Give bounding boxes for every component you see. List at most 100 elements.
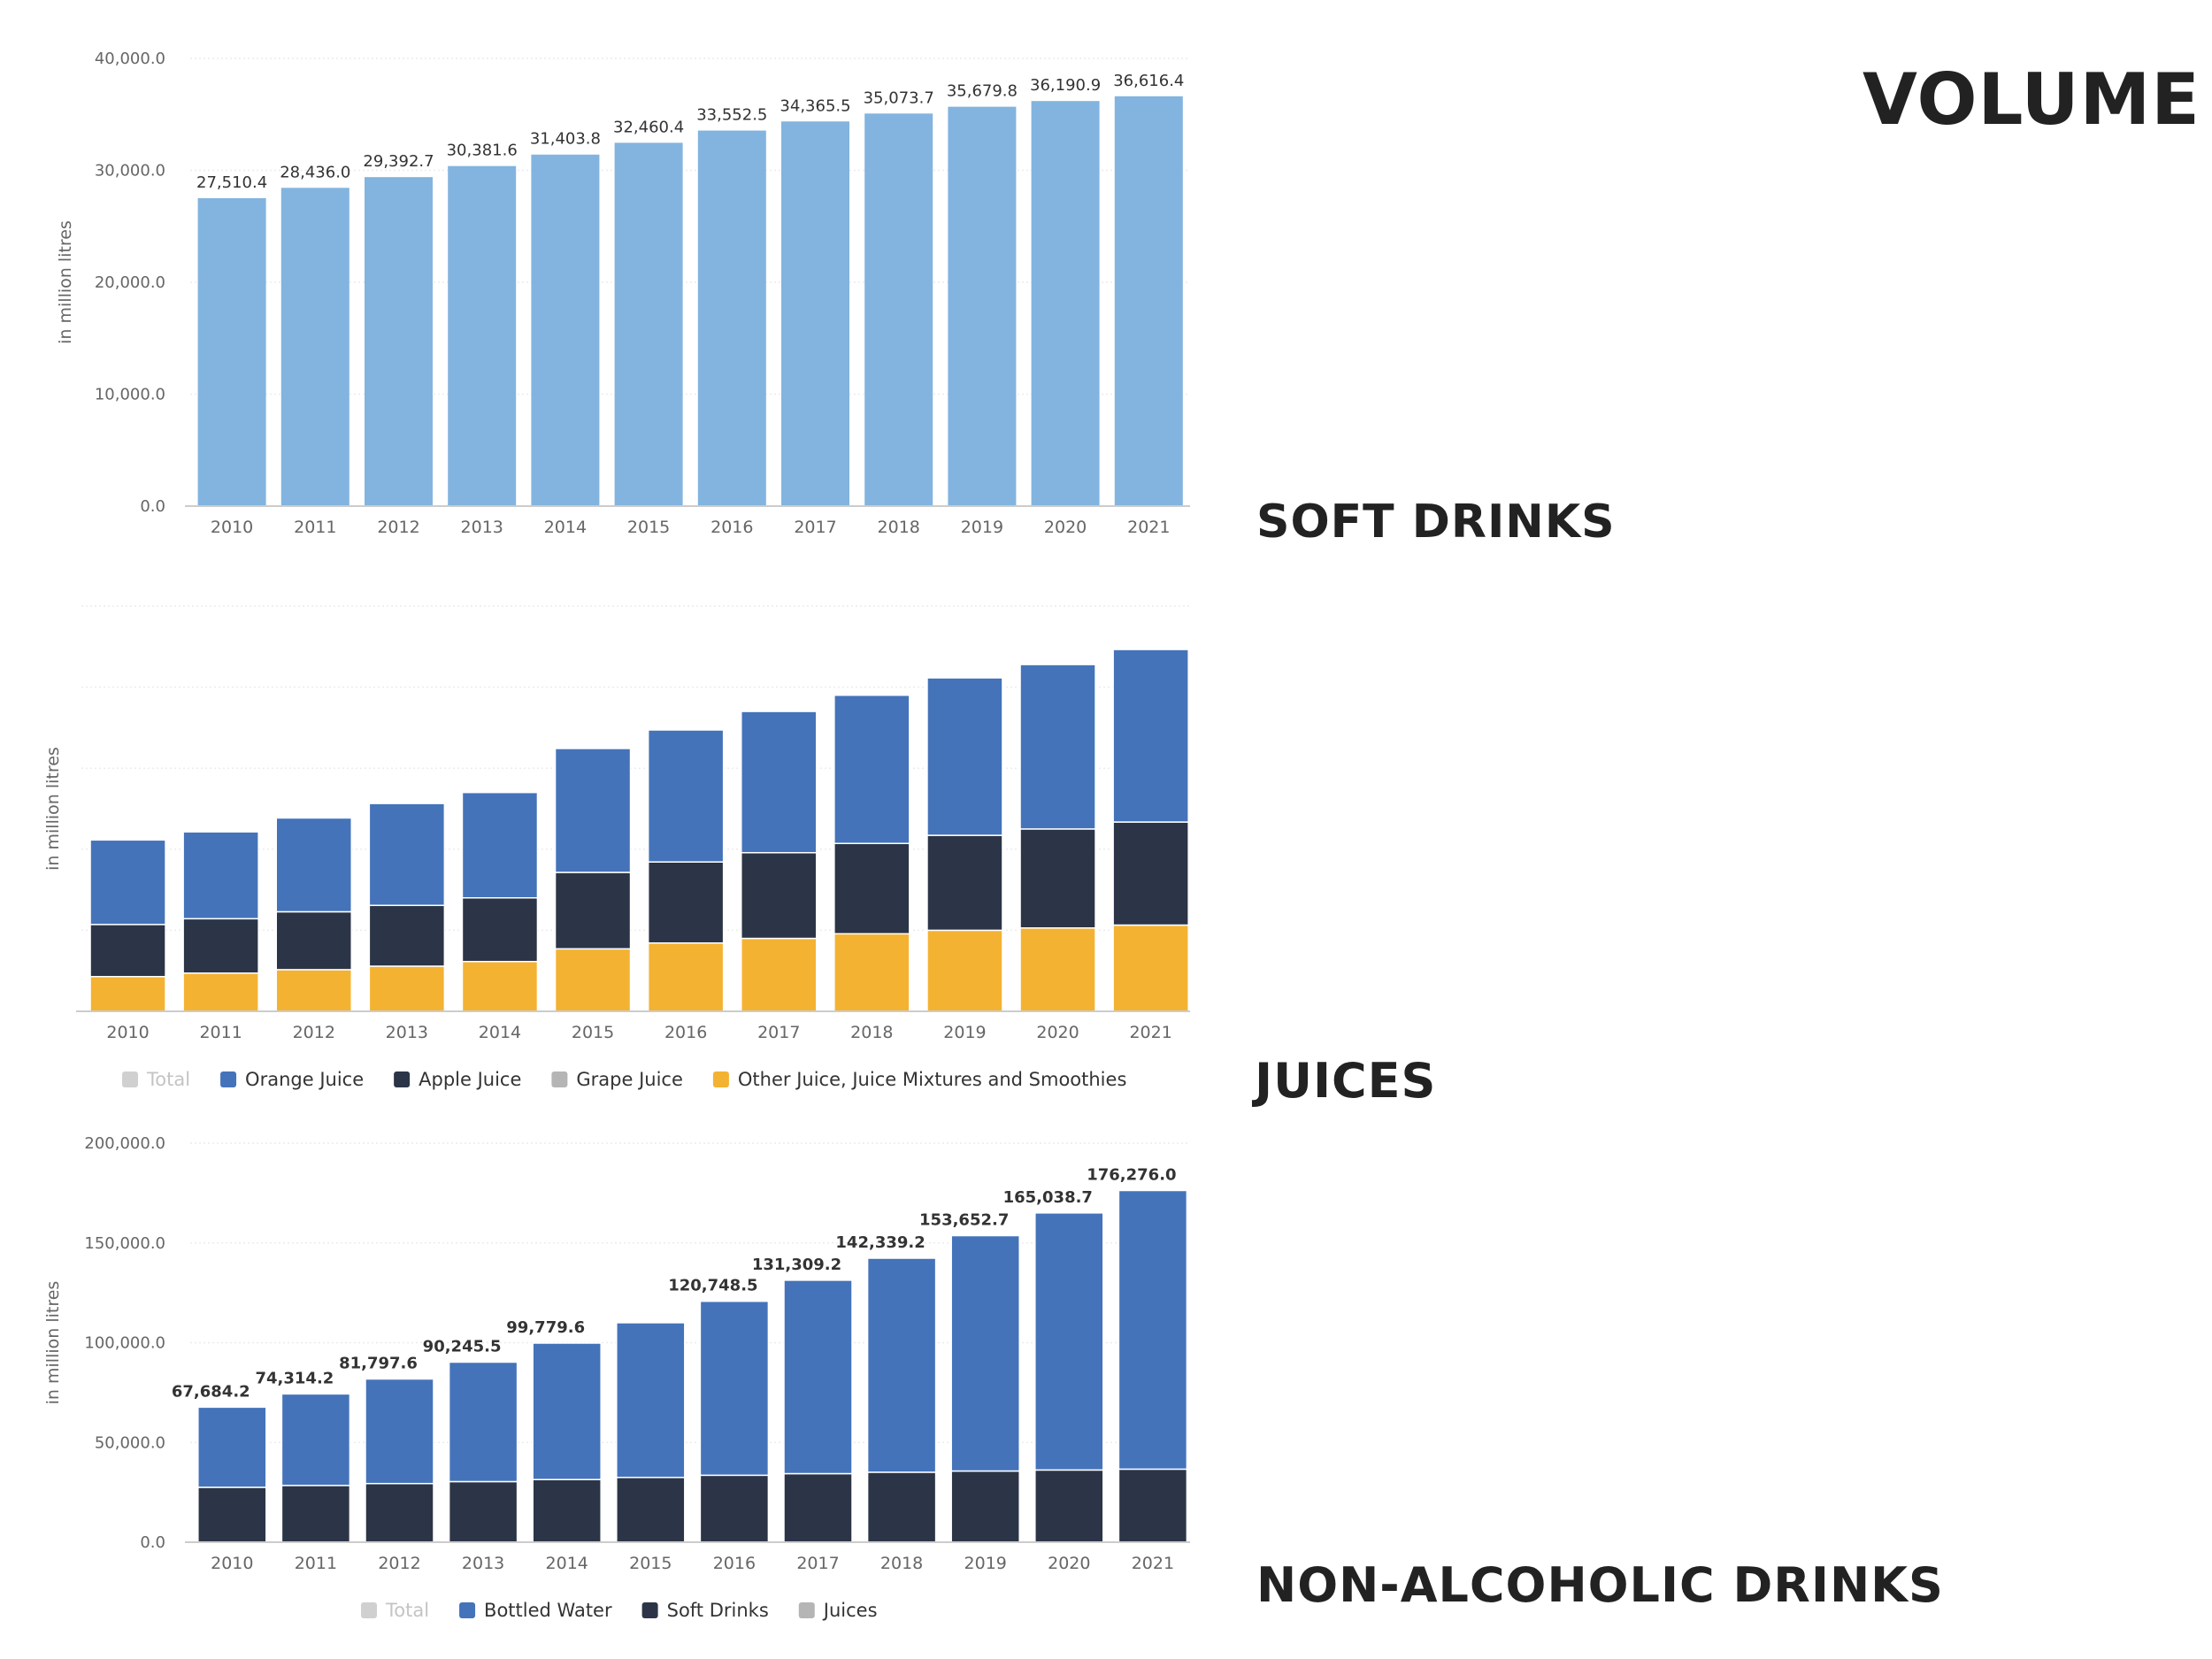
total-label-2019: 153,652.7	[919, 1211, 1009, 1230]
legend-swatch-soft-drinks	[641, 1602, 658, 1618]
bar-segment-apple-juice-2017	[741, 851, 818, 940]
bar-segment-orange-juice-2016	[647, 729, 725, 863]
legend-label-total: Total	[385, 1600, 429, 1621]
bar-2016	[697, 130, 766, 506]
x-tick-label: 2016	[710, 518, 753, 537]
bar-segment-other-juice-juice-mixtures-and-smoothies-2021	[1112, 924, 1189, 1012]
y-tick-label: 100,000.0	[84, 1334, 165, 1353]
bar-segment-bottled-water-2019	[950, 1234, 1020, 1472]
y-tick-label: 30,000.0	[95, 162, 165, 180]
bar-segment-bottled-water-2016	[699, 1300, 770, 1477]
bar-segment-bottled-water-2010	[197, 1406, 267, 1488]
bar-segment-soft-drinks-2020	[1034, 1469, 1104, 1543]
legend-swatch-juices	[798, 1602, 815, 1618]
y-tick-label: 0.0	[140, 497, 165, 516]
total-label-2014: 99,779.6	[506, 1318, 585, 1337]
bar-segment-soft-drinks-2011	[280, 1485, 351, 1543]
bar-segment-apple-juice-2020	[1019, 828, 1096, 929]
data-label-2014: 31,403.8	[530, 130, 601, 149]
data-label-2013: 30,381.6	[447, 142, 518, 160]
bar-segment-other-juice-juice-mixtures-and-smoothies-2012	[275, 969, 352, 1012]
bar-segment-soft-drinks-2012	[365, 1482, 434, 1543]
legend-label-bottled-water: Bottled Water	[484, 1600, 612, 1621]
x-tick-label: 2018	[880, 1554, 923, 1573]
x-tick-label: 2019	[961, 518, 1003, 537]
x-tick-label: 2013	[386, 1023, 428, 1042]
data-label-2016: 33,552.5	[696, 106, 767, 125]
x-tick-label: 2015	[627, 518, 670, 537]
y-tick-label: 10,000.0	[95, 386, 165, 404]
data-label-2010: 27,510.4	[196, 173, 267, 192]
y-axis-title: in million litres	[43, 747, 63, 871]
legend-label-other-juice-juice-mixtures-and-smoothies: Other Juice, Juice Mixtures and Smoothie…	[738, 1069, 1126, 1090]
bar-segment-bottled-water-2018	[866, 1257, 937, 1473]
bar-2021	[1114, 96, 1183, 506]
x-tick-label: 2016	[664, 1023, 707, 1042]
bar-2012	[365, 177, 433, 506]
bar-2011	[280, 188, 349, 506]
section-label-juices: JUICES	[1255, 1053, 1437, 1109]
data-label-2012: 29,392.7	[363, 152, 434, 171]
bar-segment-orange-juice-2012	[275, 817, 352, 913]
bar-2015	[614, 142, 683, 506]
total-label-2017: 131,309.2	[752, 1256, 841, 1274]
bar-segment-apple-juice-2018	[833, 842, 910, 935]
total-label-2016: 120,748.5	[668, 1277, 757, 1295]
x-tick-label: 2012	[293, 1023, 335, 1042]
y-axis-title: in million litres	[43, 1281, 63, 1405]
bar-segment-soft-drinks-2013	[448, 1480, 518, 1543]
bar-segment-bottled-water-2013	[448, 1361, 518, 1483]
section-label-non-alcoholic-drinks: NON-ALCOHOLIC DRINKS	[1256, 1557, 1944, 1613]
y-tick-label: 40,000.0	[95, 50, 165, 68]
bar-segment-bottled-water-2017	[783, 1279, 853, 1475]
bar-2010	[197, 197, 266, 506]
x-tick-label: 2020	[1044, 518, 1087, 537]
bar-segment-orange-juice-2019	[926, 677, 1003, 836]
bar-segment-bottled-water-2020	[1034, 1212, 1104, 1471]
bar-segment-soft-drinks-2018	[866, 1471, 937, 1543]
total-label-2021: 176,276.0	[1087, 1165, 1176, 1184]
bar-2018	[864, 113, 933, 506]
x-tick-label: 2017	[796, 1554, 839, 1573]
bar-segment-bottled-water-2012	[365, 1378, 434, 1485]
bar-2020	[1031, 101, 1100, 506]
x-tick-label: 2012	[377, 518, 419, 537]
legend-label-grape-juice: Grape Juice	[576, 1069, 683, 1090]
x-tick-label: 2015	[629, 1554, 672, 1573]
bar-segment-apple-juice-2012	[275, 910, 352, 971]
data-label-2011: 28,436.0	[280, 163, 350, 181]
legend-swatch-total	[122, 1071, 138, 1087]
bar-segment-apple-juice-2015	[554, 872, 632, 950]
y-axis-title: in million litres	[56, 220, 75, 344]
section-label-soft-drinks: SOFT DRINKS	[1256, 495, 1616, 549]
total-label-2012: 81,797.6	[339, 1355, 418, 1373]
bar-segment-apple-juice-2019	[926, 834, 1003, 932]
bar-segment-orange-juice-2014	[461, 791, 539, 899]
bar-segment-apple-juice-2011	[182, 918, 259, 974]
x-tick-label: 2013	[462, 1554, 504, 1573]
bar-segment-soft-drinks-2015	[616, 1477, 686, 1543]
legend-label-orange-juice: Orange Juice	[245, 1069, 364, 1090]
bar-segment-orange-juice-2021	[1112, 649, 1189, 823]
total-label-2020: 165,038.7	[1003, 1188, 1093, 1207]
bar-segment-bottled-water-2021	[1118, 1189, 1188, 1471]
bar-segment-other-juice-juice-mixtures-and-smoothies-2016	[647, 942, 725, 1012]
bar-2017	[781, 121, 849, 506]
x-tick-label: 2011	[295, 1554, 337, 1573]
bar-segment-apple-juice-2014	[461, 897, 539, 963]
bar-2014	[531, 154, 600, 506]
legend-label-juices: Juices	[822, 1600, 878, 1621]
legend-label-apple-juice: Apple Juice	[419, 1069, 521, 1090]
x-tick-label: 2021	[1132, 1554, 1174, 1573]
y-tick-label: 150,000.0	[84, 1234, 165, 1253]
bar-segment-soft-drinks-2014	[532, 1479, 602, 1543]
x-tick-label: 2011	[199, 1023, 242, 1042]
bar-segment-orange-juice-2010	[89, 839, 166, 926]
legend-swatch-bottled-water	[459, 1602, 476, 1618]
total-label-2010: 67,684.2	[172, 1382, 250, 1401]
x-tick-label: 2013	[461, 518, 503, 537]
bar-2013	[448, 165, 517, 506]
